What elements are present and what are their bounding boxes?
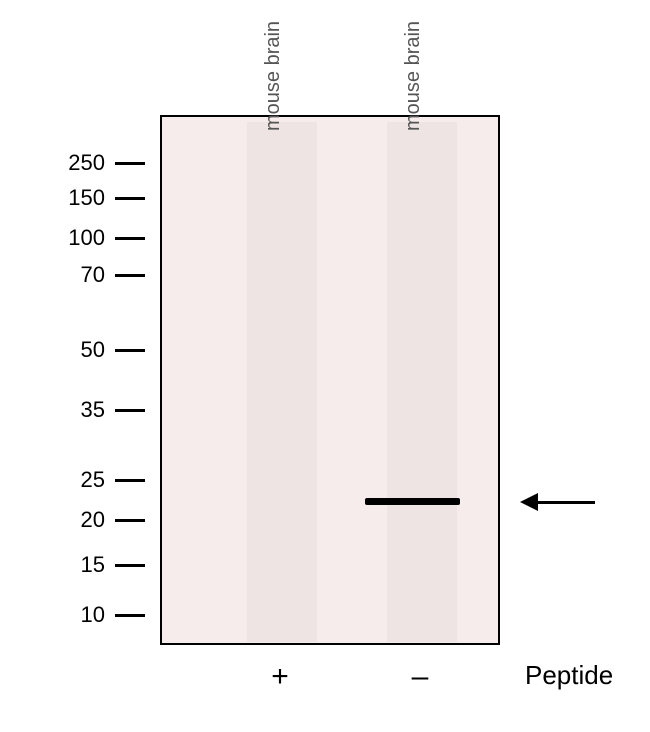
lane-label: mouse brain — [402, 21, 425, 131]
mw-marker-label: 150 — [68, 185, 105, 211]
peptide-symbol: – — [405, 660, 435, 694]
lane-streak — [247, 122, 317, 642]
mw-marker-tick — [115, 479, 145, 482]
lane-streak — [387, 122, 457, 642]
mw-marker-tick — [115, 409, 145, 412]
peptide-label: Peptide — [525, 660, 613, 691]
lane-label: mouse brain — [262, 21, 285, 131]
mw-marker-label: 15 — [81, 552, 105, 578]
mw-marker-label: 25 — [81, 467, 105, 493]
mw-marker-tick — [115, 274, 145, 277]
mw-marker-label: 100 — [68, 225, 105, 251]
band-arrow-line — [536, 501, 595, 504]
blot-membrane — [160, 115, 500, 645]
mw-marker-tick — [115, 197, 145, 200]
mw-marker-label: 250 — [68, 150, 105, 176]
mw-marker-tick — [115, 162, 145, 165]
peptide-symbol: + — [265, 660, 295, 694]
mw-marker-tick — [115, 519, 145, 522]
mw-marker-label: 20 — [81, 507, 105, 533]
mw-marker-tick — [115, 564, 145, 567]
mw-marker-tick — [115, 237, 145, 240]
mw-marker-tick — [115, 614, 145, 617]
mw-marker-label: 70 — [81, 262, 105, 288]
mw-marker-label: 10 — [81, 602, 105, 628]
protein-band — [365, 498, 460, 505]
mw-marker-label: 50 — [81, 337, 105, 363]
western-blot-figure: mouse brain mouse brain 250 150 100 70 50 35 25… — [0, 0, 650, 732]
mw-marker-tick — [115, 349, 145, 352]
mw-marker-label: 35 — [81, 397, 105, 423]
